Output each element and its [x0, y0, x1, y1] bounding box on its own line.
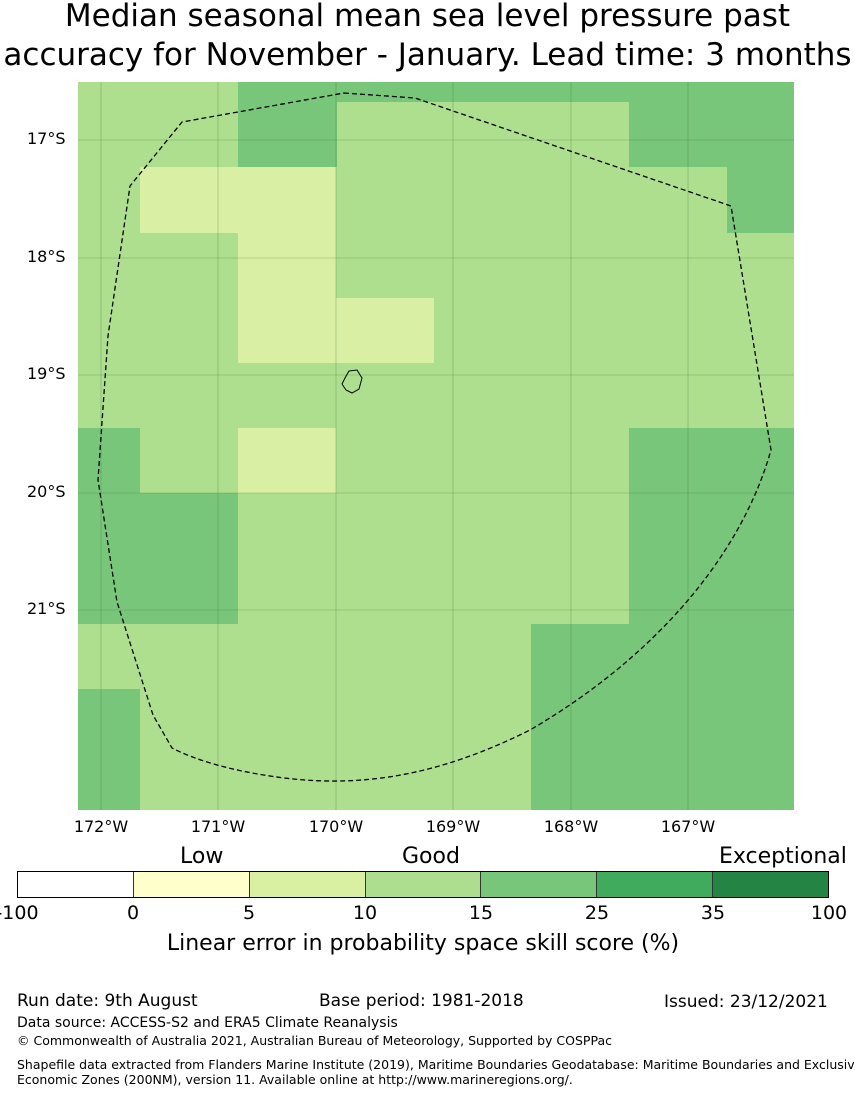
legend-category-exceptional: Exceptional — [719, 844, 847, 869]
lon-label: 170°W — [308, 817, 364, 836]
legend-category-low: Low — [180, 844, 224, 869]
colorbar-segment — [249, 872, 366, 897]
lon-label: 171°W — [190, 817, 246, 836]
lat-label: 20°S — [27, 482, 66, 501]
shapefile-credit-line-1: Shapefile data extracted from Flanders M… — [17, 1057, 855, 1072]
colorbar-segment — [713, 872, 829, 897]
colorbar-tick: 35 — [700, 902, 726, 924]
skill-grid — [78, 82, 794, 810]
grid-cell — [531, 624, 794, 810]
grid-cell — [238, 428, 336, 493]
copyright: © Commonwealth of Australia 2021, Austra… — [17, 1033, 612, 1048]
skill-map — [78, 82, 794, 810]
eez-boundary — [97, 92, 772, 782]
lon-label: 169°W — [425, 817, 481, 836]
grid-cell — [238, 233, 336, 298]
grid-cell — [629, 428, 794, 624]
data-source: Data source: ACCESS-S2 and ERA5 Climate … — [17, 1015, 398, 1031]
colorbar-segment — [18, 872, 134, 897]
grid-cell — [78, 689, 140, 810]
chart-title-line-2: accuracy for November - January. Lead ti… — [3, 37, 852, 73]
run-date: Run date: 9th August — [17, 991, 198, 1011]
lat-label: 17°S — [27, 129, 66, 148]
colorbar-segment — [597, 872, 714, 897]
colorbar-tick: -100 — [0, 902, 39, 924]
base-period: Base period: 1981-2018 — [319, 991, 524, 1011]
colorbar-segment — [481, 872, 598, 897]
grid-cell — [238, 298, 434, 363]
colorbar-label: Linear error in probability space skill … — [166, 931, 680, 956]
grid-cell — [238, 82, 794, 102]
grid-cell — [78, 493, 238, 624]
island-outline — [341, 369, 363, 394]
grid-cell — [140, 167, 336, 233]
shapefile-credit-line-2: Economic Zones (200NM), version 11. Avai… — [17, 1072, 573, 1087]
colorbar — [17, 871, 829, 898]
chart-title-line-1: Median seasonal mean sea level pressure … — [64, 0, 791, 34]
colorbar-tick: 0 — [126, 902, 140, 924]
colorbar-tick: 10 — [352, 902, 378, 924]
grid-cell — [238, 102, 337, 167]
lon-label: 172°W — [73, 817, 129, 836]
lat-label: 19°S — [27, 364, 66, 383]
grid-cell — [629, 102, 794, 167]
graticule — [78, 82, 794, 810]
grid-cell — [727, 167, 794, 233]
lon-label: 167°W — [660, 817, 716, 836]
lat-label: 21°S — [27, 599, 66, 618]
lon-label: 168°W — [543, 817, 599, 836]
lat-label: 18°S — [27, 247, 66, 266]
legend-category-good: Good — [402, 844, 460, 869]
colorbar-tick: 25 — [584, 902, 610, 924]
colorbar-segment — [133, 872, 250, 897]
colorbar-tick: 15 — [468, 902, 494, 924]
grid-cell — [78, 428, 140, 493]
colorbar-tick: 100 — [810, 902, 848, 924]
issued-date: Issued: 23/12/2021 — [664, 992, 828, 1012]
colorbar-segment — [365, 872, 482, 897]
colorbar-tick: 5 — [242, 902, 256, 924]
